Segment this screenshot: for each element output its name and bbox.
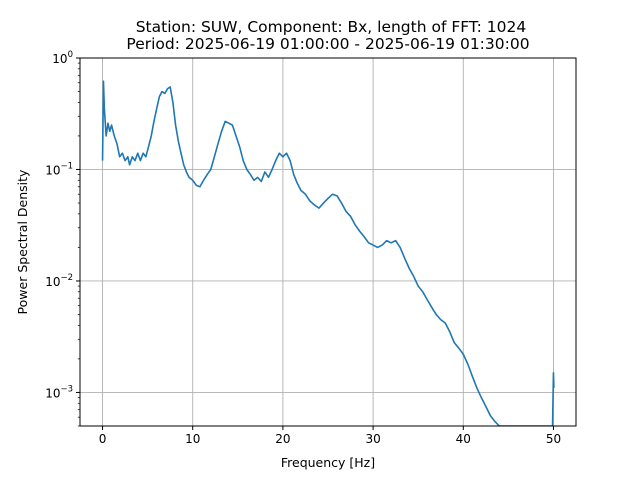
axis-ticks: 0 10 20 30 40 50 10−3 10−2 10−1 100 — [45, 50, 561, 446]
x-tick-label: 10 — [185, 432, 200, 446]
x-tick-label: 0 — [99, 432, 107, 446]
y-tick-label: 10−2 — [45, 273, 73, 289]
plot-frame — [79, 57, 577, 427]
x-tick-label: 20 — [275, 432, 290, 446]
x-tick-label: 40 — [456, 432, 471, 446]
y-tick-label: 10−3 — [45, 384, 73, 400]
x-tick-label: 50 — [546, 432, 561, 446]
x-axis-label: Frequency [Hz] — [281, 455, 375, 470]
chart-title-line1: Station: SUW, Component: Bx, length of F… — [136, 18, 527, 36]
chart-title-line2: Period: 2025-06-19 01:00:00 - 2025-06-19… — [126, 35, 529, 53]
psd-series-line — [101, 80, 555, 426]
series-area — [101, 80, 555, 426]
y-tick-label: 10−1 — [45, 161, 73, 177]
y-tick-label: 100 — [52, 50, 73, 66]
x-tick-label: 30 — [365, 432, 380, 446]
y-axis-label: Power Spectral Density — [15, 169, 30, 314]
